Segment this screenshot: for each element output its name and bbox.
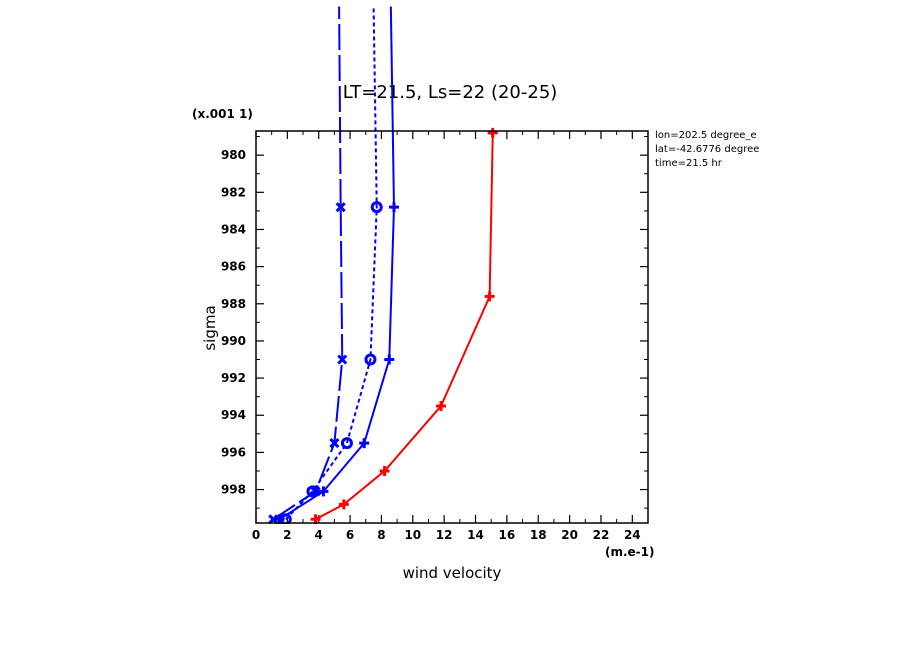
x-tick-label: 8 <box>377 528 385 542</box>
x-tick-label: 22 <box>593 528 610 542</box>
data-point-2 <box>364 353 377 366</box>
x-tick-label: 4 <box>315 528 323 542</box>
data-point-4 <box>436 400 447 411</box>
x-units-label: (m.e-1) <box>605 545 655 559</box>
info-lon: lon=202.5 degree_e <box>655 130 757 141</box>
data-point-3 <box>384 354 395 365</box>
data-point-1 <box>329 438 340 449</box>
y-axis-label: sigma <box>201 305 219 350</box>
x-tick-label: 0 <box>252 528 260 542</box>
data-point-4 <box>484 291 495 302</box>
x-tick-label: 18 <box>530 528 547 542</box>
data-point-1 <box>335 202 346 213</box>
x-axis-label: wind velocity <box>403 564 502 582</box>
series-line-3 <box>278 6 395 521</box>
data-point-4 <box>338 499 349 510</box>
data-point-3 <box>359 438 370 449</box>
series-line-2 <box>285 6 378 520</box>
y-tick-label: 980 <box>221 148 246 162</box>
y-scale-note: (x.001 1) <box>192 107 253 121</box>
info-time: time=21.5 hr <box>655 158 723 169</box>
y-tick-label: 996 <box>221 445 246 459</box>
data-point-4 <box>487 127 498 138</box>
y-tick-label: 992 <box>221 371 246 385</box>
data-point-3 <box>388 202 399 213</box>
data-point-3 <box>318 486 329 497</box>
series-line-1 <box>272 6 344 521</box>
x-tick-label: 12 <box>436 528 453 542</box>
info-block: lon=202.5 degree_e lat=-42.6776 degree t… <box>655 130 759 169</box>
x-tick-label: 16 <box>499 528 516 542</box>
y-tick-label: 994 <box>221 408 246 422</box>
info-lat: lat=-42.6776 degree <box>655 144 759 155</box>
x-tick-label: 2 <box>283 528 291 542</box>
x-tick-label: 6 <box>346 528 354 542</box>
y-tick-label: 990 <box>221 334 246 348</box>
data-point-4 <box>379 465 390 476</box>
y-tick-label: 998 <box>221 483 246 497</box>
data-point-1 <box>337 354 348 365</box>
y-tick-label: 984 <box>221 222 246 236</box>
data-point-2 <box>370 201 383 214</box>
data-series <box>268 6 498 524</box>
y-tick-label: 986 <box>221 260 246 274</box>
y-tick-label: 988 <box>221 297 246 311</box>
x-tick-label: 20 <box>561 528 578 542</box>
x-tick-label: 24 <box>624 528 641 542</box>
data-point-2 <box>306 485 319 498</box>
series-line-4 <box>315 132 494 521</box>
x-tick-label: 14 <box>467 528 484 542</box>
x-tick-label: 10 <box>404 528 421 542</box>
axis-ticks: 0 2 4 6 8 10 12 14 16 18 20 22 249809829849869889909… <box>221 131 648 542</box>
plot-frame <box>255 130 649 524</box>
y-tick-label: 982 <box>221 185 246 199</box>
chart-title: LT=21.5, Ls=22 (20-25) <box>343 82 558 103</box>
data-point-2 <box>340 437 353 450</box>
data-point-1 <box>268 514 279 524</box>
